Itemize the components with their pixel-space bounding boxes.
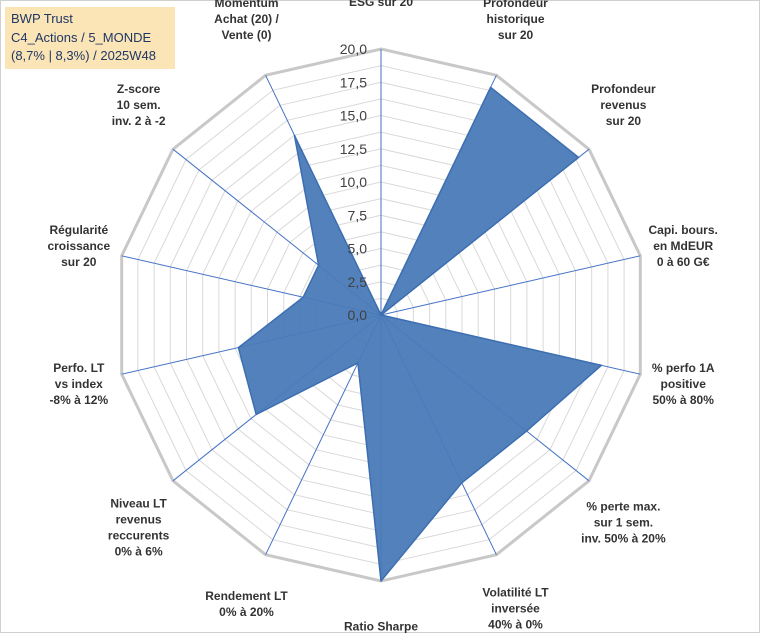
radar-tick-label: 5,0	[348, 241, 368, 257]
title-line-3: (8,7% | 8,3%) / 2025W48	[11, 48, 157, 63]
radar-tick-label: 17,5	[340, 74, 367, 90]
title-line-2: C4_Actions / 5_MONDE	[11, 29, 152, 45]
axis-label-11: Régularité croissance sur 20	[47, 223, 110, 269]
axis-label-10: Perfo. LT vs index -8% à 12%	[49, 361, 108, 407]
radar-point-9	[255, 414, 257, 415]
radar-point-4	[600, 364, 602, 366]
radar-point-13	[293, 134, 295, 136]
radar-tick-labels: 0,0 2,5 5,0 7,5 10,0 12,5 15,0 17,5 20,0	[340, 41, 367, 323]
axis-label-13: Momentum Achat (20) / Vente (0)	[214, 0, 279, 42]
radar-spoke-3	[380, 255, 641, 316]
radar-series	[237, 86, 603, 582]
radar-tick-label: 0,0	[348, 307, 368, 323]
radar-tick-label: 7,5	[348, 207, 368, 223]
radar-point-12	[318, 264, 320, 266]
radar-point-3	[380, 314, 382, 316]
axis-label-7: Ratio Sharpe0 à 1	[344, 620, 418, 633]
axis-label-2: Profondeur revenus sur 20	[591, 82, 656, 128]
axis-label-5: % perte max. sur 1 sem. inv. 50% à 20%	[581, 500, 666, 546]
axis-label-3: Capi. bours. en MdEUR 0 à 60 G€	[649, 223, 718, 269]
axis-label-8: Rendement LT 0% à 20%	[205, 589, 288, 619]
radar-tick-label: 20,0	[340, 41, 367, 57]
axis-label-4: % perfo 1A positive 50% à 80%	[652, 361, 715, 407]
radar-point-2	[578, 156, 580, 158]
axis-label-1: Profondeur historique sur 20	[483, 0, 548, 42]
radar-point-7	[380, 580, 382, 582]
radar-point-10	[237, 347, 239, 349]
radar-point-1	[490, 86, 492, 88]
axis-label-9: Niveau LT revenus reccurents 0% à 6%	[108, 497, 170, 559]
title-box: BWP Trust C4_Actions / 5_MONDE (8,7% | 8…	[5, 7, 175, 69]
radar-point-6	[461, 482, 463, 484]
axis-label-6: Volatilité LT inversée 40% à 0%	[482, 586, 549, 632]
radar-point-11	[302, 296, 304, 298]
radar-tick-label: 10,0	[340, 174, 367, 190]
radar-series-area	[237, 86, 603, 582]
axis-label-12: Z-score 10 sem. inv. 2 à -2	[112, 82, 166, 128]
radar-tick-label: 2,5	[348, 274, 368, 290]
radar-point-8	[357, 362, 359, 364]
axis-label-0: NoteESG sur 20	[349, 0, 413, 9]
radar-point-5	[526, 430, 528, 432]
radar-tick-label: 15,0	[340, 108, 367, 124]
title-line-1: BWP Trust	[11, 11, 73, 26]
radar-tick-label: 12,5	[340, 141, 367, 157]
